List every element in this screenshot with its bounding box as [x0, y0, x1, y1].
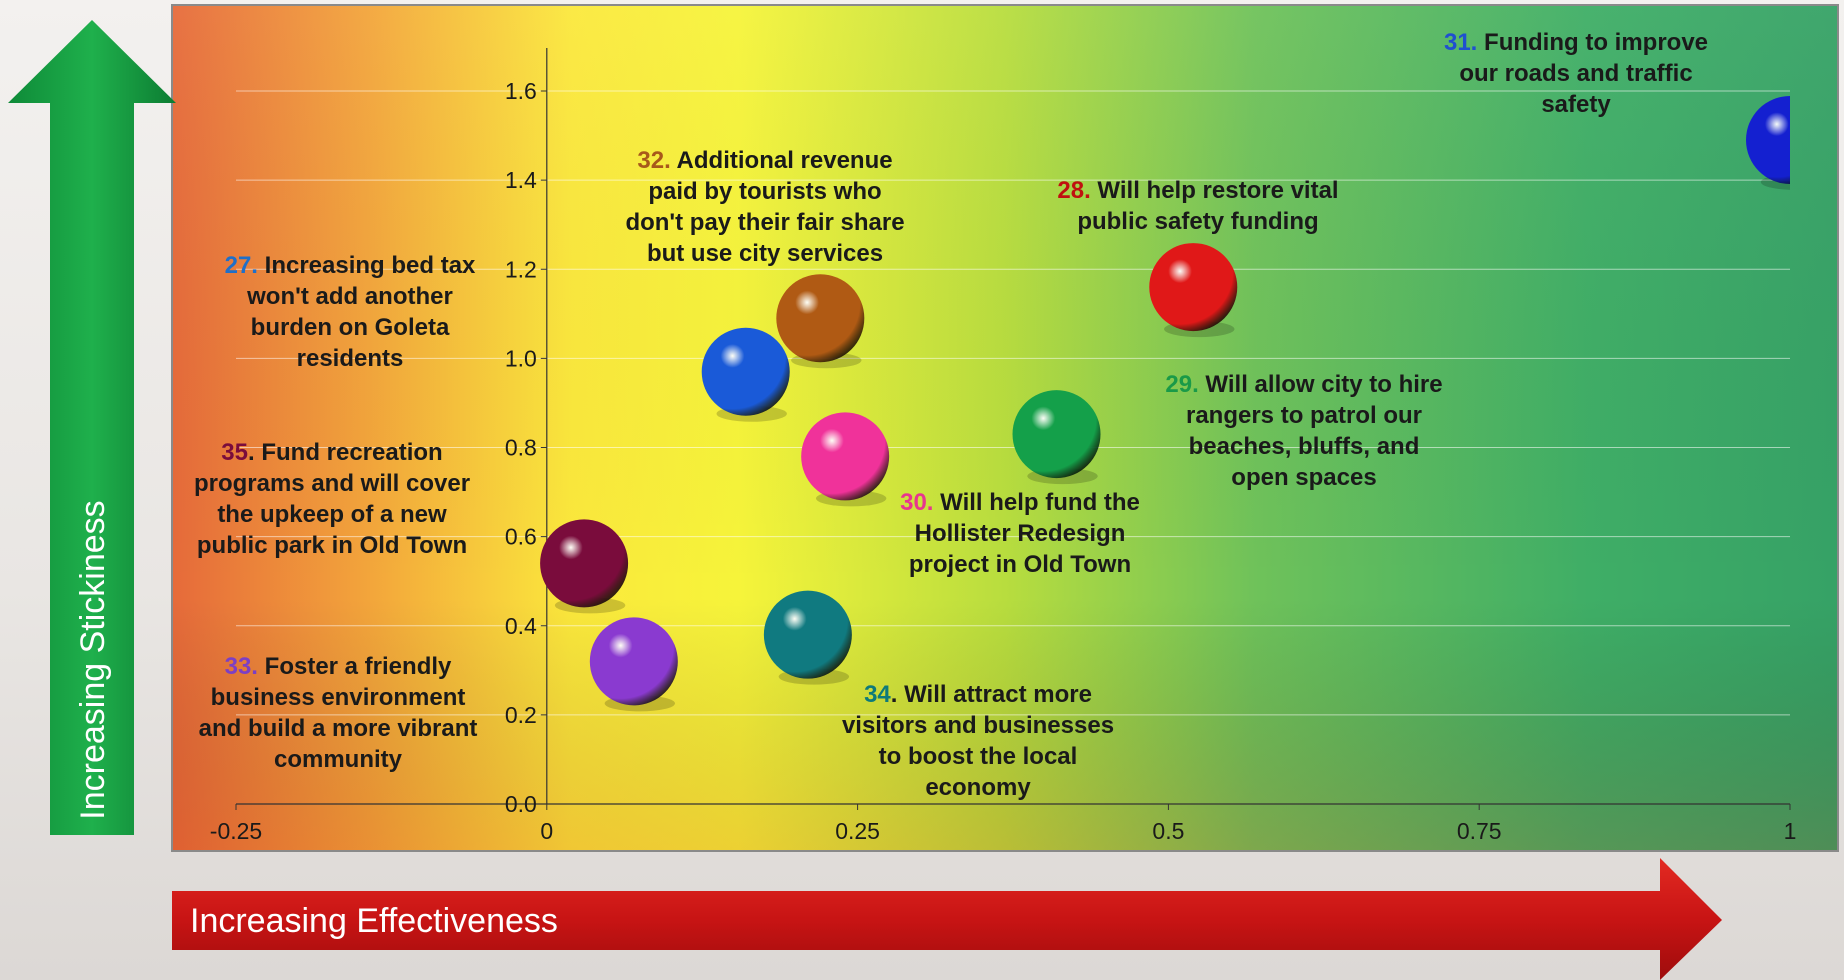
plot-background-shade [172, 5, 1838, 851]
x-tick-label: 1 [1784, 818, 1797, 844]
label-number: 28. [1057, 177, 1090, 204]
tick-labels: 0.0 0.2 0.4 0.6 0.8 1.0 1.2 1.4 1.6 -0.25 0 0.25 0.5… [210, 78, 1797, 844]
x-tick-label: 0.25 [835, 818, 880, 844]
label-line: safety [1541, 91, 1611, 118]
label-line: won't add another [246, 283, 453, 310]
label-line: 35. Fund recreation [221, 439, 442, 466]
label-number: 31. [1444, 29, 1477, 56]
label-line: residents [297, 345, 404, 372]
data-point-30 [801, 412, 890, 501]
data-point-34 [763, 590, 852, 679]
label-line: 33. Foster a friendly [225, 653, 452, 680]
data-point-29 [1012, 390, 1101, 479]
data-point-32 [776, 274, 865, 363]
label-line: to boost the local [879, 743, 1078, 770]
y-tick-label: 1.0 [505, 345, 537, 371]
label-number: 30. [900, 489, 933, 516]
label-27: 27. Increasing bed tax won't add another b… [225, 252, 476, 372]
label-line: burden on Goleta [251, 314, 450, 341]
label-text: Will help fund the [933, 489, 1139, 516]
label-text: Foster a friendly [258, 653, 452, 680]
label-line: public park in Old Town [197, 532, 467, 559]
x-tick-label: 0.5 [1152, 818, 1184, 844]
label-line: programs and will cover [194, 470, 470, 497]
y-tick-label: 0.6 [505, 524, 537, 550]
label-line: 27. Increasing bed tax [225, 252, 476, 279]
label-text: Will allow city to hire [1199, 371, 1443, 398]
label-line: 28. Will help restore vital [1057, 177, 1338, 204]
stickiness-arrow [8, 20, 176, 835]
data-points [540, 96, 1790, 712]
label-text: Increasing bed tax [258, 252, 476, 279]
data-point-35 [540, 519, 629, 608]
label-line: economy [925, 774, 1031, 801]
label-line: rangers to patrol our [1186, 402, 1422, 429]
label-line: business environment [211, 684, 466, 711]
label-31: 31. Funding to improve our roads and traf… [1444, 29, 1708, 118]
x-tick-label: 0.75 [1457, 818, 1502, 844]
label-34: 34. Will attract more visitors and busine… [842, 681, 1114, 801]
y-tick-label: 1.6 [505, 78, 537, 104]
y-tick-label: 1.4 [505, 167, 537, 193]
label-number: 34 [864, 681, 891, 708]
data-labels: 27. Increasing bed tax won't add another b… [194, 29, 1708, 801]
y-tick-label: 0.2 [505, 702, 537, 728]
label-number: 33. [225, 653, 258, 680]
label-line: paid by tourists who [648, 178, 881, 205]
data-point-27 [701, 327, 790, 416]
label-line: Hollister Redesign [915, 520, 1126, 547]
y-axis-title: Increasing Stickiness [74, 500, 112, 819]
label-text: Funding to improve [1477, 29, 1708, 56]
label-28: 28. Will help restore vital public safety… [1057, 177, 1338, 235]
data-point-31 [1746, 96, 1790, 185]
label-number: 32. [637, 147, 670, 174]
label-line: visitors and businesses [842, 712, 1114, 739]
label-30: 30. Will help fund the Hollister Redesign… [900, 489, 1140, 578]
label-line: and build a more vibrant [199, 715, 478, 742]
label-number: 27. [225, 252, 258, 279]
label-line: community [274, 746, 403, 773]
axes [235, 48, 1791, 810]
effectiveness-arrow [172, 858, 1722, 980]
label-line: beaches, bluffs, and [1189, 433, 1420, 460]
label-number: 29. [1165, 371, 1198, 398]
label-text: Additional revenue [671, 147, 893, 174]
grid-lines [236, 90, 1790, 716]
label-text: Will help restore vital [1091, 177, 1339, 204]
y-tick-label: 0.0 [505, 791, 537, 817]
y-tick-label: 1.2 [505, 256, 537, 282]
label-line: but use city services [647, 240, 883, 267]
data-point-33 [589, 617, 678, 706]
label-line: don't pay their fair share [625, 209, 904, 236]
label-35: 35. Fund recreation programs and will cov… [194, 439, 470, 559]
label-line: project in Old Town [909, 551, 1131, 578]
label-text: . Fund recreation [248, 439, 443, 466]
label-29: 29. Will allow city to hire rangers to pa… [1165, 371, 1442, 491]
plot-border [171, 4, 1839, 852]
label-line: the upkeep of a new [217, 501, 447, 528]
label-line: 31. Funding to improve [1444, 29, 1708, 56]
label-number: 35 [221, 439, 248, 466]
x-axis-title: Increasing Effectiveness [190, 902, 558, 940]
y-tick-label: 0.4 [505, 613, 537, 639]
label-line: public safety funding [1077, 208, 1318, 235]
x-tick-label: 0 [540, 818, 553, 844]
label-line: our roads and traffic [1459, 60, 1692, 87]
y-tick-label: 0.8 [505, 435, 537, 461]
data-point-28 [1149, 243, 1238, 332]
x-tick-label: -0.25 [210, 818, 262, 844]
label-line: open spaces [1231, 464, 1376, 491]
label-32: 32. Additional revenue paid by tourists w… [625, 147, 904, 267]
label-33: 33. Foster a friendly business environmen… [199, 653, 478, 773]
label-line: 32. Additional revenue [637, 147, 892, 174]
label-line: 30. Will help fund the [900, 489, 1140, 516]
label-text: . Will attract more [891, 681, 1092, 708]
label-line: 34. Will attract more [864, 681, 1092, 708]
label-line: 29. Will allow city to hire [1165, 371, 1442, 398]
